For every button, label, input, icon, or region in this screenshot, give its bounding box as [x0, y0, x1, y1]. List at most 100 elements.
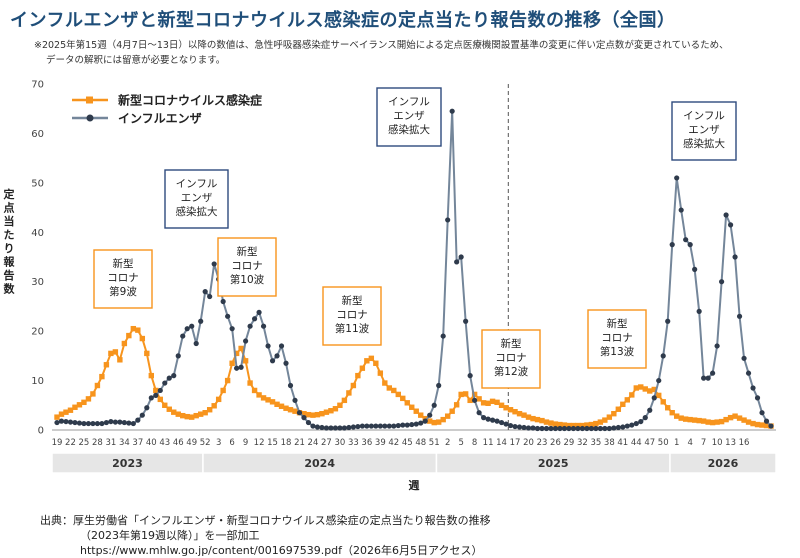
data-point-covid [552, 421, 559, 427]
data-point-covid [395, 391, 401, 398]
data-point-flu [94, 420, 101, 427]
data-point-covid [144, 350, 150, 357]
data-point-flu [570, 425, 577, 432]
data-point-flu [683, 237, 689, 243]
data-point-covid [328, 408, 334, 414]
data-point-covid [76, 402, 83, 408]
x-tick-label: 29 [564, 438, 575, 448]
data-point-covid [444, 413, 451, 419]
data-point-flu [193, 340, 199, 347]
y-tick-label: 30 [31, 277, 44, 288]
data-point-flu [310, 423, 316, 429]
data-point-covid [350, 382, 357, 389]
data-point-covid [732, 413, 738, 419]
data-point-flu [741, 355, 747, 361]
data-point-flu [305, 419, 312, 426]
data-point-flu [445, 217, 451, 223]
x-tick-label: 41 [617, 438, 628, 448]
data-point-covid [763, 422, 770, 429]
data-point-flu [696, 308, 702, 314]
data-point-flu [534, 425, 541, 432]
annotation-box [587, 309, 647, 369]
data-point-covid [588, 421, 595, 428]
data-point-flu [260, 323, 267, 329]
data-point-covid [314, 411, 321, 418]
data-point-covid [476, 396, 482, 402]
data-point-flu [458, 254, 464, 260]
y-axis-title-char: 当 [4, 214, 15, 228]
data-point-flu [103, 419, 109, 426]
data-point-covid [687, 416, 693, 423]
data-point-flu [736, 313, 743, 319]
x-tick-label: 37 [132, 438, 143, 448]
data-point-flu [377, 423, 383, 429]
year-label: 2024 [304, 457, 335, 470]
data-point-flu [251, 316, 258, 322]
year-label: 2023 [112, 457, 143, 470]
y-tick-label: 40 [31, 228, 44, 239]
data-point-covid [130, 325, 137, 332]
data-point-covid [292, 408, 298, 414]
y-tick-label: 70 [31, 80, 44, 91]
data-point-covid [81, 399, 87, 406]
data-point-covid [462, 391, 469, 397]
data-point-covid [171, 409, 177, 415]
data-point-covid [58, 411, 65, 417]
data-point-covid [211, 403, 217, 409]
data-point-flu [287, 382, 294, 389]
data-point-flu [507, 422, 514, 429]
y-axis-title-char: 点 [4, 201, 15, 215]
x-tick-label: 18 [281, 438, 292, 448]
data-point-flu [467, 373, 473, 379]
data-point-covid [723, 416, 729, 423]
data-point-covid [521, 412, 527, 418]
data-point-flu [283, 360, 289, 366]
x-tick-label: 26 [550, 438, 561, 448]
data-point-covid [727, 414, 734, 421]
data-point-flu [427, 412, 433, 418]
x-tick-label: 15 [267, 438, 278, 448]
data-point-covid [709, 419, 716, 426]
data-point-covid [85, 396, 92, 402]
data-point-flu [229, 326, 235, 332]
y-tick-label: 50 [31, 178, 44, 189]
data-point-covid [503, 405, 509, 411]
data-point-flu [274, 353, 280, 359]
data-point-flu [624, 423, 630, 429]
data-point-flu [615, 424, 621, 431]
data-point-covid [489, 398, 496, 405]
data-point-flu [638, 418, 644, 425]
data-point-flu [269, 358, 276, 364]
x-tick-label: 10 [712, 438, 723, 448]
x-tick-label: 43 [159, 438, 170, 448]
data-point-flu [472, 397, 478, 403]
data-point-flu [207, 293, 213, 300]
data-point-covid [373, 360, 379, 366]
data-point-flu [489, 417, 496, 423]
data-point-covid [507, 407, 514, 413]
x-tick-label: 33 [348, 438, 359, 448]
data-point-flu [180, 333, 186, 339]
data-point-covid [543, 419, 550, 425]
data-point-covid [597, 419, 604, 425]
data-point-covid [754, 421, 761, 428]
annotation-text: コロナ [336, 309, 368, 321]
source-line-2: （2023年第19週以降）」を一部加工 [80, 529, 260, 542]
data-point-covid [691, 417, 698, 423]
data-point-flu [184, 326, 190, 332]
data-point-flu [67, 419, 74, 425]
data-point-covid [206, 407, 213, 413]
x-tick-label: 6 [229, 438, 234, 448]
x-tick-label: 35 [590, 438, 601, 448]
data-point-covid [534, 416, 541, 423]
x-tick-label: 4 [687, 438, 692, 448]
data-point-flu [611, 425, 617, 431]
data-point-flu [373, 423, 379, 429]
data-point-covid [467, 397, 473, 404]
x-tick-label: 13 [725, 438, 736, 448]
x-tick-label: 20 [523, 438, 534, 448]
data-point-covid [759, 422, 765, 428]
data-point-covid [471, 391, 478, 398]
x-tick-label: 51 [429, 438, 440, 448]
data-point-covid [139, 335, 146, 342]
